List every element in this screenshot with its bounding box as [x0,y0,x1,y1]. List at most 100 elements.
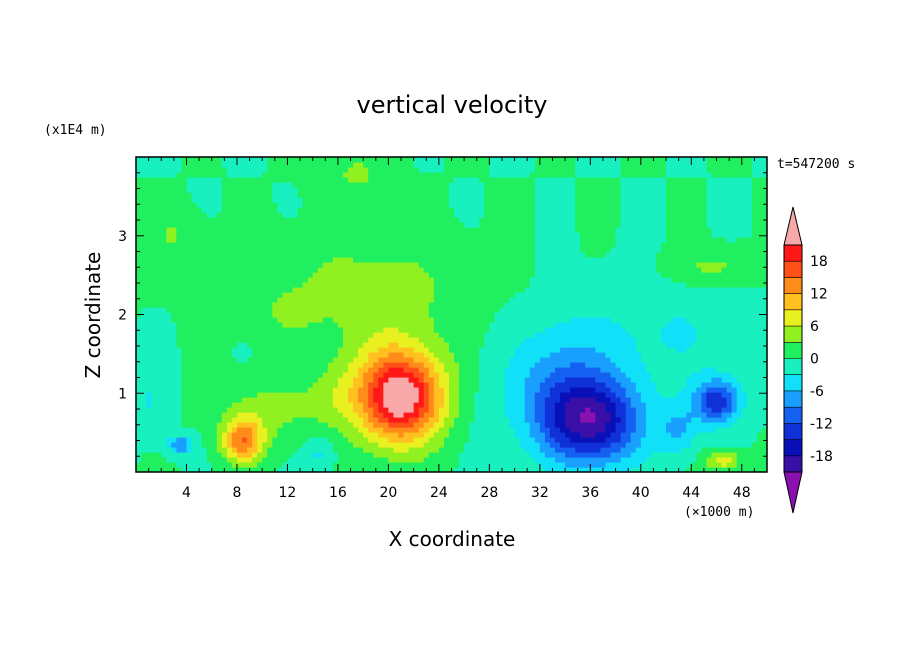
contour-cell [565,432,581,438]
contour-cell [186,442,193,448]
contour-cell [645,362,767,368]
contour-cell [625,387,637,393]
contour-cell [443,397,450,403]
contour-cell [368,357,379,363]
contour-cell [580,247,612,253]
contour-cell [252,427,258,433]
contour-cell [428,367,435,373]
contour-cell [575,177,622,183]
contour-cell [620,202,667,208]
contour-cell [666,422,687,428]
contour-cell [484,202,536,208]
contour-cell [630,332,662,338]
contour-cell [136,157,183,163]
contour-cell [448,187,485,193]
contour-cell [206,457,228,463]
contour-cell [686,467,767,472]
contour-cell [302,197,450,203]
colorbar-band [784,293,802,311]
contour-cell [388,352,405,358]
contour-cell [524,377,546,383]
contour-cell [479,377,506,383]
contour-cell [353,402,364,408]
x-tick-label: 24 [430,485,448,501]
contour-cell [539,462,566,468]
contour-cell [529,452,546,458]
contour-cell [206,447,218,453]
contour-cell [686,282,767,288]
contour-cell [666,182,708,188]
contour-cell [136,412,183,418]
contour-cell [363,372,374,378]
contour-cell [226,437,233,443]
contour-cell [620,162,667,168]
contour-cell [413,437,430,443]
contour-cell [438,417,445,423]
contour-cell [433,327,490,333]
contour-cell [423,402,430,408]
contour-cell [322,372,344,378]
contour-cell [706,397,728,403]
contour-cell [136,197,193,203]
contour-cell [413,372,425,378]
contour-cell [136,372,183,378]
x-tick-label: 36 [581,485,599,501]
contour-cell [388,367,405,373]
contour-cell [297,187,450,193]
contour-cell [267,447,299,453]
contour-cell [459,412,475,418]
contour-cell [181,402,233,408]
contour-cell [580,432,596,438]
contour-cell [751,202,767,208]
contour-cell [756,437,767,443]
contour-cell [554,402,566,408]
contour-cell [136,192,193,198]
contour-cell [666,187,708,193]
contour-cell [252,457,263,463]
contour-cell [221,442,228,448]
contour-cell [403,432,425,438]
contour-cell [504,367,531,373]
contour-cell [691,397,702,403]
contour-cell [620,382,637,388]
contour-cell [408,332,440,338]
contour-cell [231,352,253,358]
contour-cell [257,437,268,443]
contour-cell [368,417,379,423]
contour-cell [645,432,672,438]
contour-cell [186,177,223,183]
contour-cell [363,417,369,423]
contour-cell [136,262,324,268]
contour-cell [272,197,304,203]
contour-cell [166,457,208,463]
contour-cell [534,167,576,173]
contour-cell [428,307,501,313]
contour-cell [534,237,581,243]
contour-cell [549,387,571,393]
contour-cell [337,322,435,328]
contour-cell [751,227,767,233]
contour-cell [211,462,233,468]
contour-cell [236,447,248,453]
contour-cell [479,362,511,368]
contour-cell [534,397,546,403]
contour-cell [368,352,389,358]
contour-cell [332,442,354,448]
contour-cell [428,402,435,408]
contour-cell [327,422,354,428]
contour-cell [337,347,359,353]
contour-cell [257,447,263,453]
contour-cell [136,162,183,168]
contour-cell [620,207,667,213]
contour-cell [428,387,435,393]
contour-cell [539,447,556,453]
contour-cell [514,347,561,353]
contour-cell [277,432,344,438]
contour-cell [454,207,485,213]
contour-cell [645,402,692,408]
contour-cell [706,462,723,468]
contour-cell [418,377,425,383]
contour-cell [226,407,339,413]
contour-cell [413,347,430,353]
contour-cell [186,447,193,453]
